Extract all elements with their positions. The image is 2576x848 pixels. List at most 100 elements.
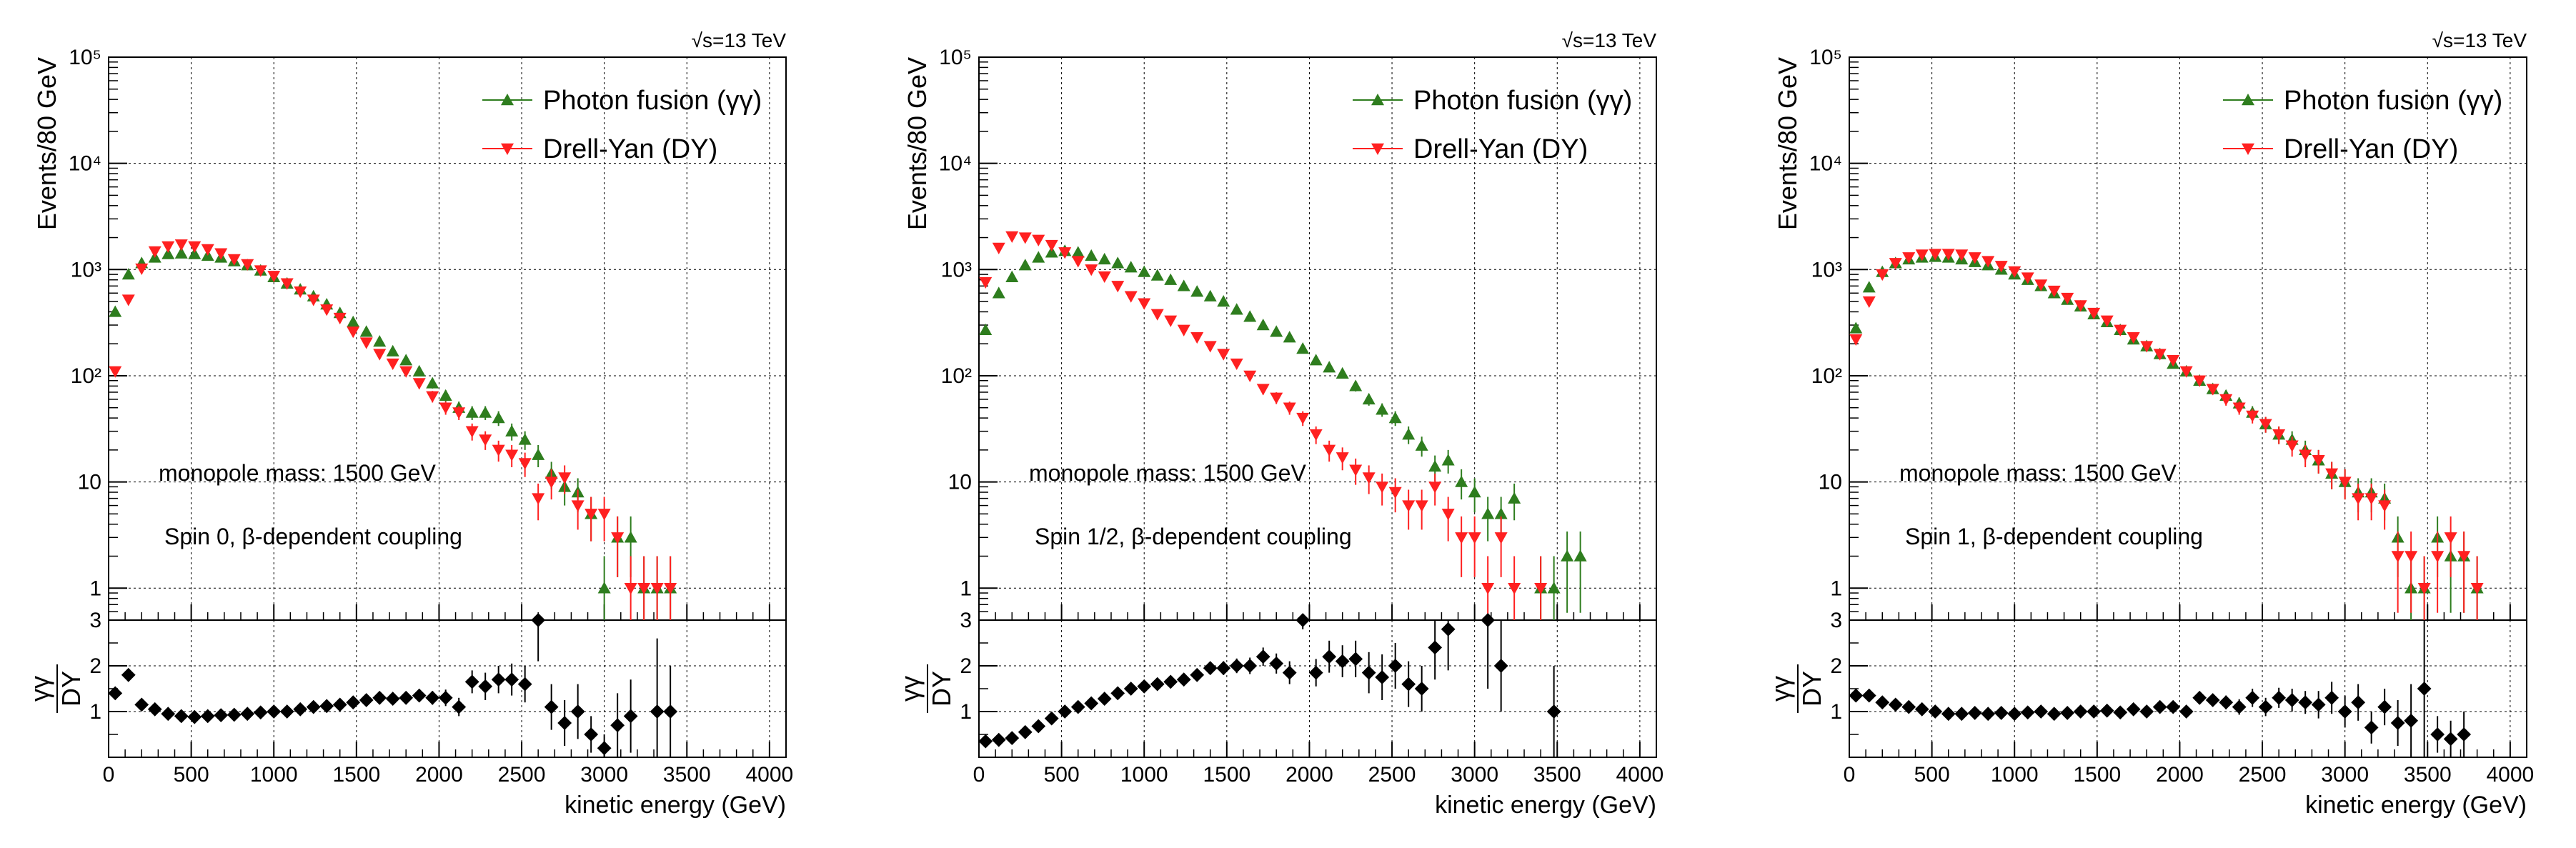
ratio-point <box>319 699 334 714</box>
drell-yan-point <box>359 337 373 349</box>
drell-yan-point <box>1415 500 1428 512</box>
drell-yan-point <box>1071 256 1085 268</box>
ratio-point <box>1110 686 1125 701</box>
drell-yan-point <box>1929 249 1942 261</box>
photon-fusion-point <box>1481 507 1495 519</box>
ratio-point <box>2377 699 2392 714</box>
photon-fusion-point <box>1428 459 1442 472</box>
x-tick-label: 1000 <box>250 763 298 787</box>
ratio-point <box>2364 720 2379 735</box>
ratio-point <box>1348 652 1363 667</box>
ratio-point <box>2192 690 2207 705</box>
chart-svg-spin1: 0 500 1000 1500 2000 2500 3000 3500 4000 1 10 10² 10… <box>1766 29 2534 819</box>
drell-yan-point <box>2087 307 2101 320</box>
ratio-point <box>1005 731 1020 746</box>
ratio-point <box>1875 695 1890 710</box>
drell-yan-point <box>2206 384 2219 396</box>
photon-fusion-point <box>109 305 122 317</box>
ratio-point <box>544 699 559 714</box>
ratio-y-tick-label: 1 <box>1830 700 1842 724</box>
drell-yan-point <box>558 472 572 484</box>
drell-yan-point <box>2391 551 2405 563</box>
annotation-mass: monopole mass: 1500 GeV <box>1899 460 2177 486</box>
ratio-point <box>187 709 202 724</box>
ratio-point <box>2047 707 2062 722</box>
ratio-point <box>1044 711 1059 726</box>
ratio-point <box>531 613 546 627</box>
ratio-point <box>1375 670 1390 684</box>
ratio-point <box>1981 707 1996 722</box>
drell-yan-point <box>492 444 505 457</box>
drell-yan-point <box>307 294 320 306</box>
drell-yan-point <box>201 244 214 256</box>
y-tick-label: 10² <box>71 364 101 388</box>
drell-yan-point <box>1402 500 1416 512</box>
drell-yan-point <box>1468 532 1481 544</box>
ratio-point <box>1150 677 1165 692</box>
ratio-point <box>1070 699 1085 714</box>
ratio-point <box>1361 665 1376 680</box>
ratio-point <box>412 688 427 703</box>
drell-yan-point <box>161 241 175 253</box>
ratio-point <box>2139 704 2154 719</box>
photon-fusion-point <box>1862 281 1876 293</box>
drell-yan-point <box>2193 375 2207 387</box>
ratio-point <box>2417 682 2432 696</box>
y-tick-label: 10³ <box>941 258 972 281</box>
photon-fusion-point <box>1243 310 1257 322</box>
ratio-point <box>372 690 387 705</box>
ratio-point <box>1137 679 1152 694</box>
drell-yan-point <box>1362 472 1376 484</box>
ratio-point <box>2457 727 2472 742</box>
ratio-point <box>1388 659 1403 673</box>
ratio-point <box>1546 704 1561 719</box>
ratio-point <box>359 693 374 707</box>
ratio-point <box>346 695 361 710</box>
legend-drell-yan-marker <box>501 143 514 155</box>
annotation-spin: Spin 1/2, β-dependent coupling <box>1035 524 1352 549</box>
ratio-point <box>1018 724 1033 739</box>
x-tick-label: 3500 <box>1533 763 1581 787</box>
ratio-point <box>1941 707 1956 722</box>
x-tick-label: 500 <box>174 763 209 787</box>
ratio-point <box>663 704 678 719</box>
photon-fusion-point <box>426 376 439 389</box>
ratio-point <box>478 679 493 694</box>
drell-yan-point <box>2457 551 2471 563</box>
ratio-point <box>1190 667 1205 682</box>
ratio-y-tick-label: 2 <box>1830 654 1842 678</box>
energy-label: √s=13 TeV <box>692 29 787 51</box>
ratio-point <box>517 677 532 692</box>
y-axis-title: Events/80 GeV <box>1773 57 1802 230</box>
drell-yan-point <box>333 312 347 325</box>
ratio-point <box>2205 693 2220 707</box>
drell-yan-point <box>2444 532 2457 544</box>
x-tick-label: 3500 <box>663 763 711 787</box>
y-tick-label: 10⁴ <box>1809 152 1842 176</box>
x-axis-title: kinetic energy (GeV) <box>565 792 786 819</box>
x-tick-label: 3000 <box>580 763 628 787</box>
ratio-point <box>2298 695 2313 710</box>
photon-fusion-point <box>373 335 387 347</box>
photon-fusion-point <box>1256 319 1270 331</box>
ratio-plot-frame <box>108 619 787 758</box>
photon-fusion-point <box>518 433 532 445</box>
ratio-point <box>399 690 414 705</box>
drell-yan-point <box>2114 324 2127 336</box>
photon-fusion-point <box>1045 246 1058 258</box>
ratio-label-numerator: γγ <box>1766 676 1795 702</box>
drell-yan-point <box>2312 455 2325 467</box>
ratio-point <box>2324 690 2339 705</box>
ratio-point <box>2060 706 2075 720</box>
ratio-point <box>2166 699 2181 714</box>
x-axis-title: kinetic energy (GeV) <box>1435 792 1656 819</box>
drell-yan-point <box>1230 358 1243 371</box>
x-tick-label: 4000 <box>746 763 794 787</box>
photon-fusion-point <box>1849 321 1863 334</box>
ratio-point <box>1493 659 1508 673</box>
energy-label: √s=13 TeV <box>1562 29 1657 51</box>
drell-yan-point <box>1915 249 1929 261</box>
photon-fusion-point <box>1032 251 1045 263</box>
legend-entry: Photon fusion (γγ) <box>2284 86 2502 116</box>
